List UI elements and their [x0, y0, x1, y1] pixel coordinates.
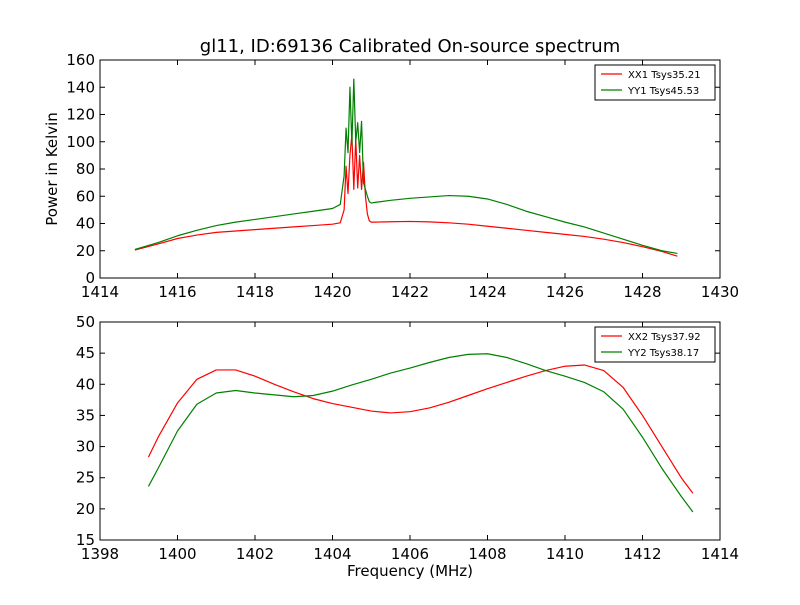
- top-x-tick-label: 1428: [623, 283, 661, 301]
- top-series-line-yy: [134, 78, 678, 255]
- bottom-x-tick-label: 1402: [236, 545, 274, 563]
- top-y-tick-label: 40: [76, 215, 95, 233]
- top-x-tick-label: 1426: [546, 283, 584, 301]
- top-y-tick-label: 80: [76, 160, 95, 178]
- bottom-y-tick-label: 45: [76, 344, 95, 362]
- top-y-tick-label: 0: [85, 269, 95, 287]
- bottom-y-tick-label: 25: [76, 469, 95, 487]
- top-y-tick-label: 120: [66, 106, 95, 124]
- top-x-tick-label: 1422: [391, 283, 429, 301]
- top-series-line-xx: [134, 134, 678, 257]
- legend-label-xx1: XX1 Tsys35.21: [628, 70, 701, 81]
- legend-label-yy1: YY1 Tsys45.53: [627, 86, 699, 97]
- bottom-legend: XX2 Tsys37.92 YY2 Tsys38.17: [594, 326, 716, 363]
- bottom-x-tick-label: 1400: [158, 545, 196, 563]
- top-y-tick-label: 160: [66, 51, 95, 69]
- top-x-tick-label: 1430: [701, 283, 739, 301]
- bottom-axes-frame: [99, 321, 721, 541]
- bottom-y-tick-label: 20: [76, 500, 95, 518]
- bottom-series-line-yy: [147, 353, 694, 513]
- bottom-x-tick-label: 1408: [468, 545, 506, 563]
- bottom-x-tick-label: 1406: [391, 545, 429, 563]
- bottom-y-tick-label: 35: [76, 406, 95, 424]
- top-legend: XX1 Tsys35.21 YY1 Tsys45.53: [594, 64, 716, 101]
- top-y-tick-label: 100: [66, 133, 95, 151]
- legend-label-xx2: XX2 Tsys37.92: [628, 332, 701, 343]
- top-axes: Power in Kelvin 1414 1416 1418 1420 1422 1424…: [43, 51, 739, 301]
- top-x-tick-label: 1416: [158, 283, 196, 301]
- top-y-tick-label: 140: [66, 78, 95, 96]
- top-y-axis-label: Power in Kelvin: [43, 112, 61, 226]
- top-y-tick-label: 60: [76, 187, 95, 205]
- top-legend-box: [594, 64, 716, 101]
- bottom-x-tick-label: 1412: [623, 545, 661, 563]
- top-y-tick-label: 20: [76, 242, 95, 260]
- bottom-x-tick-label: 1414: [701, 545, 739, 563]
- bottom-x-tick-label: 1398: [81, 545, 119, 563]
- bottom-x-tick-label: 1404: [313, 545, 351, 563]
- chart-title: gl11, ID:69136 Calibrated On-source spec…: [200, 36, 620, 57]
- bottom-y-tick-label: 30: [76, 438, 95, 456]
- bottom-x-tick-label: 1410: [546, 545, 584, 563]
- bottom-legend-box: [594, 326, 716, 363]
- top-x-tick-label: 1424: [468, 283, 506, 301]
- legend-label-yy2: YY2 Tsys38.17: [627, 348, 699, 359]
- top-axes-frame: [99, 59, 721, 279]
- bottom-series-line-xx: [147, 364, 694, 494]
- bottom-y-tick-label: 40: [76, 375, 95, 393]
- top-x-tick-label: 1420: [313, 283, 351, 301]
- bottom-x-axis-label: Frequency (MHz): [347, 562, 473, 580]
- bottom-y-tick-label: 15: [76, 531, 95, 549]
- top-x-tick-label: 1414: [81, 283, 119, 301]
- top-x-tick-label: 1418: [236, 283, 274, 301]
- bottom-y-tick-label: 50: [76, 313, 95, 331]
- bottom-axes: Frequency (MHz) 1398 1400 1402 1404 1406 1408…: [76, 313, 739, 580]
